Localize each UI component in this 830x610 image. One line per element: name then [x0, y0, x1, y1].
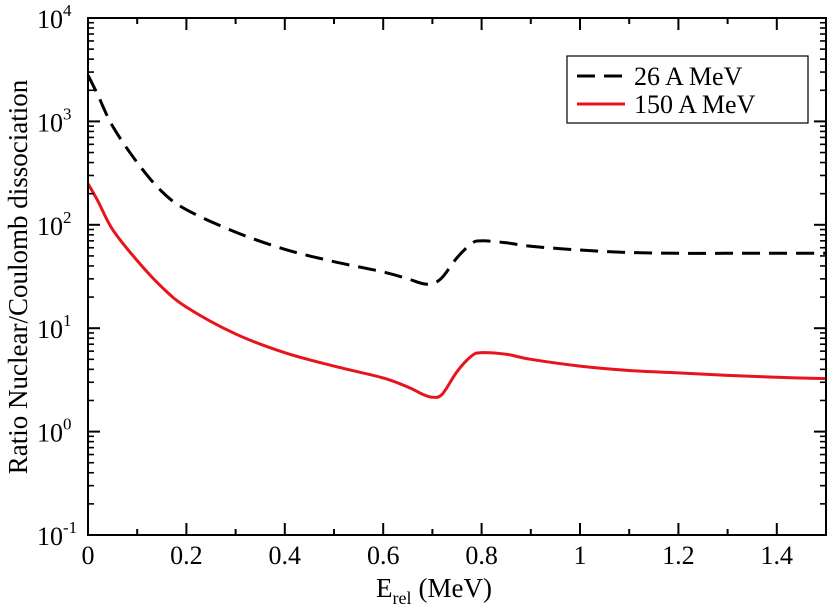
y-tick-label: 100	[37, 415, 72, 448]
x-axis-title-symbol: E	[376, 573, 393, 603]
x-axis-title: Erel (MeV)	[376, 573, 492, 608]
x-axis-title-unit: (MeV)	[418, 573, 491, 603]
y-tick-label: 101	[37, 311, 72, 344]
x-tick-label: 1.4	[761, 541, 794, 570]
x-tick-label: 0.6	[367, 541, 400, 570]
y-tick-label: 102	[37, 208, 72, 241]
y-tick-label: 103	[37, 104, 72, 137]
legend-label-26-a-mev: 26 A MeV	[634, 62, 743, 91]
y-tick-label-base: 10	[37, 5, 63, 34]
x-tick-label: 1	[574, 541, 587, 570]
x-tick-label: 0	[82, 541, 95, 570]
y-tick-label-exponent: 1	[63, 311, 72, 330]
y-tick-label-base: 10	[37, 419, 63, 448]
axis-ticks	[87, 17, 827, 536]
y-tick-label: 104	[37, 1, 72, 34]
y-tick-label-exponent: -1	[63, 518, 77, 537]
legend-label-150-a-mev: 150 A MeV	[634, 90, 756, 119]
y-tick-label-base: 10	[37, 315, 63, 344]
y-tick-label-base: 10	[37, 212, 63, 241]
legend-box	[566, 55, 809, 124]
x-axis-title-subscript: rel	[393, 588, 412, 608]
y-tick-label-exponent: 4	[63, 1, 72, 20]
y-tick-label-base: 10	[37, 522, 63, 551]
y-tick-label-exponent: 2	[63, 208, 72, 227]
x-tick-label: 1.2	[662, 541, 695, 570]
legend: 26 A MeV 150 A MeV	[566, 55, 809, 124]
series-group	[86, 74, 827, 399]
x-tick-label: 0.4	[269, 541, 302, 570]
x-tick-label: 0.2	[170, 541, 203, 570]
series-line-26-a-mev	[86, 74, 826, 286]
y-tick-label-exponent: 3	[63, 104, 72, 123]
plot-frame	[87, 17, 827, 536]
y-tick-label-exponent: 0	[63, 415, 72, 434]
y-axis-title: Ratio Nuclear/Coulomb dissociation	[3, 79, 33, 474]
series-line-150-a-mev	[86, 182, 827, 399]
y-tick-label: 10-1	[37, 518, 77, 551]
x-tick-label: 0.8	[465, 541, 498, 570]
y-tick-label-base: 10	[37, 108, 63, 137]
